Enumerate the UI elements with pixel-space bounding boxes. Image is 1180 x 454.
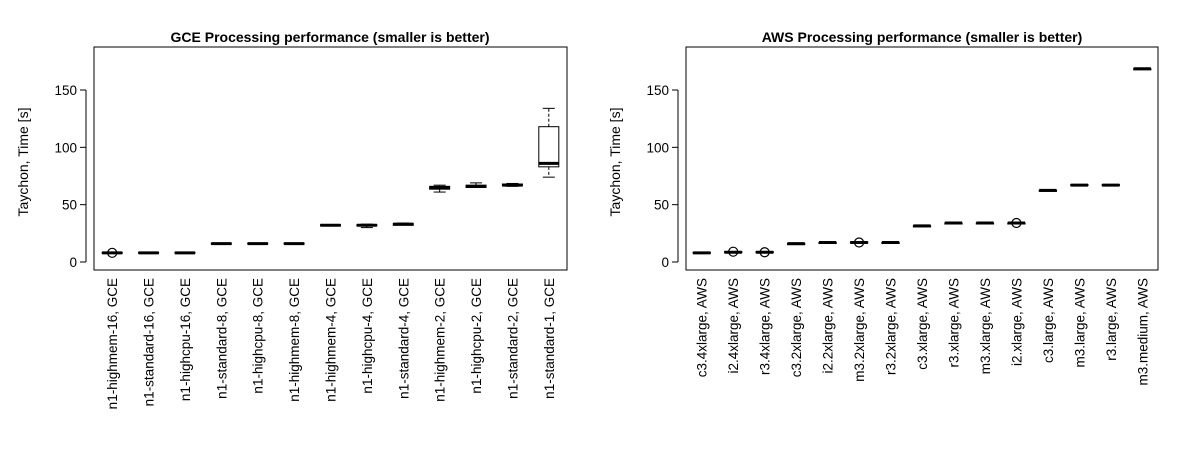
x-tick-label: r3.4xlarge, AWS [758, 278, 773, 375]
y-tick-label: 100 [646, 140, 669, 155]
y-tick-label: 150 [646, 83, 669, 98]
box-plot [210, 242, 232, 246]
x-tick-label: m3.xlarge, AWS [978, 278, 993, 374]
plot-frame [93, 46, 568, 271]
box-plot [1038, 188, 1058, 192]
box-plot [944, 221, 963, 225]
box-plot [429, 184, 451, 193]
box-plot [538, 107, 560, 178]
y-tick-label: 0 [69, 255, 77, 270]
box-plot [786, 242, 806, 246]
box-plot [138, 251, 160, 255]
x-tick-label: m3.medium, AWS [1135, 278, 1150, 386]
chart-title: AWS Processing performance (smaller is b… [762, 29, 1083, 45]
outlier-point [728, 246, 739, 257]
y-tick-label: 0 [661, 255, 669, 270]
x-tick-label: n1-highmem-16, GCE [105, 278, 120, 409]
outlier-point [107, 247, 118, 258]
x-tick-label: n1-standard-16, GCE [142, 278, 157, 406]
box-plot [356, 223, 378, 229]
box-plot [849, 237, 869, 248]
y-tick-label: 150 [54, 83, 77, 98]
x-tick-label: r3.2xlarge, AWS [884, 278, 899, 375]
box-plot [692, 251, 711, 255]
box-plot [975, 221, 995, 225]
box-plot [319, 223, 342, 227]
x-tick-label: n1-highcpu-16, GCE [178, 278, 193, 401]
box-plot [818, 241, 837, 245]
box-plot [755, 247, 774, 258]
x-tick-label: n1-standard-8, GCE [214, 278, 229, 399]
outlier-point [853, 237, 865, 248]
box [538, 126, 560, 168]
x-tick-label: n1-highmem-2, GCE [433, 278, 448, 402]
y-tick-label: 50 [654, 198, 669, 213]
x-tick-label: c3.large, AWS [1041, 278, 1056, 363]
x-tick-label: i2.xlarge, AWS [1009, 278, 1024, 366]
x-tick-label: c3.xlarge, AWS [915, 278, 930, 370]
x-tick-label: r3.large, AWS [1104, 278, 1119, 361]
box-plot [174, 251, 196, 255]
box-plot [392, 222, 414, 226]
box-plot [1133, 67, 1152, 71]
x-tick-label: c3.2xlarge, AWS [789, 278, 804, 377]
x-tick-label: m3.large, AWS [1072, 278, 1087, 368]
x-tick-label: n1-highcpu-4, GCE [360, 278, 375, 394]
box-plot [247, 242, 269, 246]
box-plot [101, 247, 123, 258]
box-plot [465, 182, 487, 188]
outlier-point [1011, 217, 1022, 229]
plot-frame [685, 46, 1159, 271]
x-tick-label: n1-highmem-4, GCE [324, 278, 339, 402]
box-plot [501, 182, 523, 187]
x-tick-label: n1-highcpu-2, GCE [469, 278, 484, 394]
box-plot [881, 241, 900, 245]
box-plot [1007, 217, 1026, 229]
box-plot [912, 224, 932, 228]
y-tick-label: 100 [54, 140, 77, 155]
box-plot [724, 246, 743, 257]
x-tick-label: n1-highmem-8, GCE [287, 278, 302, 402]
x-tick-label: i2.2xlarge, AWS [821, 278, 836, 374]
x-tick-label: n1-standard-1, GCE [542, 278, 557, 399]
aws-chart-panel: AWS Processing performance (smaller is b… [607, 29, 1159, 386]
x-tick-label: c3.4xlarge, AWS [695, 278, 710, 377]
y-axis-label: Taychon, Time [s] [15, 108, 31, 217]
chart-title: GCE Processing performance (smaller is b… [171, 29, 490, 45]
box-plot [1070, 183, 1089, 187]
box-plot [283, 242, 305, 246]
x-tick-label: r3.xlarge, AWS [946, 278, 961, 368]
x-tick-label: n1-standard-2, GCE [505, 278, 520, 399]
x-tick-label: n1-standard-4, GCE [396, 278, 411, 399]
y-axis-label: Taychon, Time [s] [607, 108, 623, 217]
gce-chart-panel: GCE Processing performance (smaller is b… [15, 29, 568, 409]
x-tick-label: i2.4xlarge, AWS [726, 278, 741, 374]
y-tick-label: 50 [62, 198, 77, 213]
box-plot [1101, 183, 1120, 187]
x-tick-label: n1-highcpu-8, GCE [251, 278, 266, 394]
outlier-point [759, 247, 770, 258]
x-tick-label: m3.2xlarge, AWS [852, 278, 867, 382]
